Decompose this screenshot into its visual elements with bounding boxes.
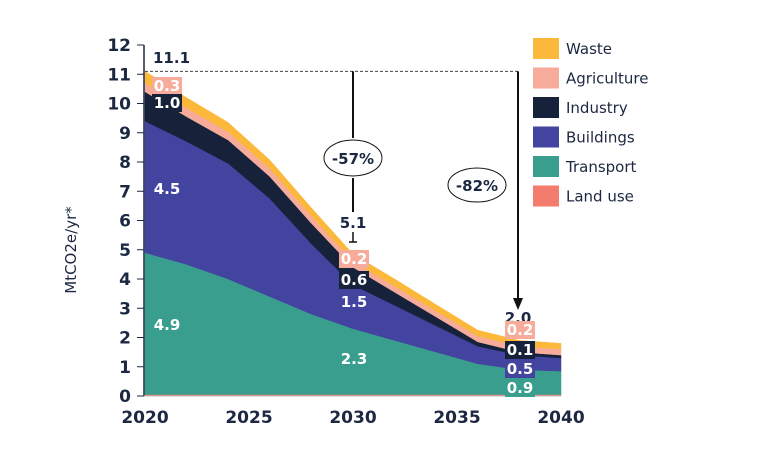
label-2020-industry-bg xyxy=(152,94,182,112)
legend-label-transport: Transport xyxy=(565,158,637,176)
y-tick-label: 3 xyxy=(119,299,131,319)
label-2020-agriculture-bg xyxy=(152,77,182,95)
x-tick-label: 2030 xyxy=(329,408,376,428)
reduction-2038-badge xyxy=(447,167,507,203)
y-tick-label: 9 xyxy=(119,124,131,144)
y-axis-label: MtCO2e/yr* xyxy=(62,206,80,294)
legend-swatch-industry xyxy=(533,97,559,118)
legend-swatch-transport xyxy=(533,156,559,177)
y-tick-label: 7 xyxy=(119,182,131,202)
y-tick-label: 8 xyxy=(119,153,131,173)
label-2038-transport: 0.9 xyxy=(507,379,534,397)
legend-swatch-buildings xyxy=(533,126,559,148)
y-tick-label: 6 xyxy=(119,212,131,232)
x-tick-label: 2035 xyxy=(433,408,480,428)
legend-label-waste: Waste xyxy=(566,40,612,58)
total-2020-label: 11.1 xyxy=(153,49,190,67)
legend-swatch-waste xyxy=(533,38,559,59)
area-waste xyxy=(144,70,562,350)
label-2038-agriculture: 0.2 xyxy=(507,321,534,339)
label-2038-industry-bg xyxy=(505,341,535,359)
legend-label-industry: Industry xyxy=(566,99,628,117)
label-2038-buildings: 0.5 xyxy=(507,360,534,378)
label-2030-agriculture: 0.2 xyxy=(341,250,368,268)
total-2030-label: 5.1 xyxy=(340,214,367,232)
y-tick-label: 12 xyxy=(107,36,131,56)
legend-swatch-agriculture xyxy=(533,67,559,89)
stacked-areas xyxy=(144,70,562,397)
legend-swatch-land-use xyxy=(533,185,559,207)
label-2038-industry: 0.1 xyxy=(507,341,534,359)
label-2038-agriculture-bg xyxy=(505,321,535,339)
y-tick-label: 0 xyxy=(119,387,131,407)
y-tick-label: 10 xyxy=(107,95,131,115)
reduction-2030-label: -57% xyxy=(332,150,374,168)
y-tick-label: 5 xyxy=(119,241,131,261)
label-2030-transport: 2.3 xyxy=(341,350,368,368)
reduction-2030-badge xyxy=(323,139,383,177)
label-2038-buildings-bg xyxy=(505,360,535,378)
annotations: 11.1-57%5.1-82%2.00.31.04.54.90.20.61.52… xyxy=(145,49,535,397)
label-2030-buildings: 1.5 xyxy=(341,293,368,311)
legend-label-agriculture: Agriculture xyxy=(566,70,649,88)
label-2030-industry-bg xyxy=(339,271,369,289)
y-tick-label: 11 xyxy=(107,65,131,85)
x-tick-label: 2020 xyxy=(121,408,168,428)
arrow-2038-head xyxy=(513,298,523,310)
label-2020-agriculture: 0.3 xyxy=(154,77,181,95)
x-tick-label: 2040 xyxy=(537,408,584,428)
label-2030-agriculture-bg xyxy=(339,250,369,268)
y-tick-label: 1 xyxy=(119,358,131,378)
legend-label-land-use: Land use xyxy=(566,188,634,206)
label-2020-transport: 4.9 xyxy=(154,316,181,334)
x-tick-label: 2025 xyxy=(225,408,272,428)
label-2020-industry: 1.0 xyxy=(154,94,181,112)
legend: Waste Agriculture Industry Buildings Transpo… xyxy=(533,38,649,207)
y-tick-label: 2 xyxy=(119,329,131,349)
label-2038-transport-bg xyxy=(505,379,535,397)
legend-label-buildings: Buildings xyxy=(566,129,635,147)
y-tick-label: 4 xyxy=(119,270,131,290)
label-2020-buildings: 4.5 xyxy=(154,180,181,198)
label-2030-industry: 0.6 xyxy=(341,271,368,289)
reduction-2038-label: -82% xyxy=(456,177,498,195)
